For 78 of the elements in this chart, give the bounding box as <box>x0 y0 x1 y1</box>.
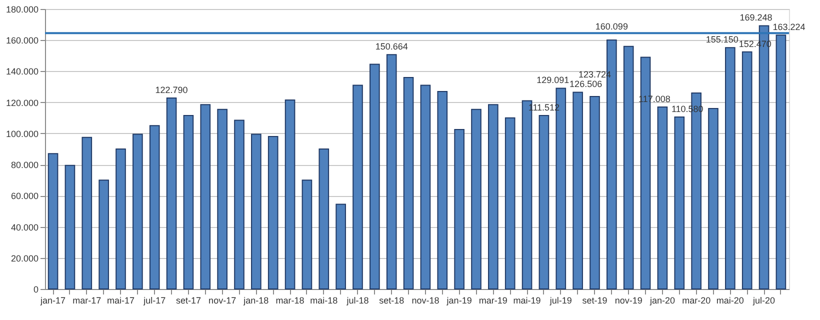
y-tick-label: 0 <box>33 284 38 294</box>
data-label: 122.790 <box>155 84 188 95</box>
bar <box>538 115 550 290</box>
x-tick-label: nov-17 <box>208 296 236 306</box>
bar <box>234 120 244 290</box>
data-label: 160.099 <box>595 21 628 32</box>
x-tick-label: set-17 <box>176 296 201 306</box>
bar <box>590 96 600 290</box>
bar <box>183 115 194 290</box>
y-tick-label: 120.000 <box>6 98 38 108</box>
x-tick-label: set-18 <box>379 296 404 306</box>
bar <box>488 104 498 290</box>
data-label: 155.150 <box>706 34 738 45</box>
bar <box>82 136 92 290</box>
bar <box>725 47 736 290</box>
bar <box>268 136 278 290</box>
x-tick-label: mar-20 <box>682 296 711 306</box>
x-tick-label: jan-17 <box>40 296 66 306</box>
x-tick-label: mar-18 <box>276 296 304 306</box>
x-tick-label: jan-20 <box>648 296 675 306</box>
x-tick-label: mai-17 <box>106 296 135 306</box>
data-label: 126.506 <box>570 79 602 90</box>
data-label: 169.248 <box>740 12 772 23</box>
bar <box>403 76 414 290</box>
bar <box>742 51 752 290</box>
bar <box>217 108 228 290</box>
bar <box>98 180 109 290</box>
x-tick-label: set-19 <box>582 296 608 306</box>
y-tick-label: 80.000 <box>10 160 38 170</box>
bar <box>776 34 786 290</box>
bar <box>572 92 583 290</box>
bar <box>251 134 262 290</box>
x-tick-label: jan-19 <box>446 296 472 306</box>
x-tick-label: jul-20 <box>752 296 776 306</box>
bar <box>149 125 160 290</box>
x-tick-label: mar-19 <box>478 296 508 306</box>
bar <box>437 90 448 290</box>
bar <box>48 153 58 290</box>
y-tick-label: 160.000 <box>6 36 38 46</box>
y-tick-label: 40.000 <box>10 222 38 232</box>
x-tick-label: nov-18 <box>412 296 440 306</box>
x-tick-label: mai-20 <box>716 296 744 306</box>
x-tick-label: mai-18 <box>310 296 338 306</box>
y-tick-label: 20.000 <box>10 253 38 264</box>
x-tick-label: jul-18 <box>346 296 369 306</box>
bar <box>471 108 482 290</box>
bar <box>708 108 718 290</box>
bar <box>420 84 431 290</box>
y-tick-label: 180.000 <box>6 4 38 14</box>
y-tick-label: 100.000 <box>6 128 38 139</box>
x-tick-label: jul-17 <box>142 296 166 306</box>
bar <box>352 84 363 290</box>
y-tick-label: 60.000 <box>10 191 38 202</box>
x-tick-label: mai-19 <box>513 296 541 306</box>
data-label: 163.224 <box>772 22 806 32</box>
bar <box>370 64 380 290</box>
bar <box>200 104 211 290</box>
y-tick-label: 140.000 <box>6 66 38 77</box>
bar <box>657 106 668 290</box>
bar <box>623 46 634 290</box>
data-label: 129.091 <box>536 75 570 86</box>
bar <box>318 148 330 290</box>
data-label: 150.664 <box>375 42 408 52</box>
x-tick-label: mar-17 <box>72 296 102 306</box>
bar <box>386 54 397 290</box>
x-tick-label: jan-18 <box>242 296 269 306</box>
bar <box>454 129 464 290</box>
bar <box>284 100 296 290</box>
bar <box>336 204 346 290</box>
bar <box>504 117 516 290</box>
x-tick-label: nov-19 <box>614 296 642 306</box>
bar <box>64 164 76 290</box>
bar <box>302 180 312 290</box>
x-tick-label: jul-19 <box>548 296 572 306</box>
bar <box>674 116 685 290</box>
bar <box>116 148 126 290</box>
bar <box>132 134 143 290</box>
bar <box>166 97 177 290</box>
